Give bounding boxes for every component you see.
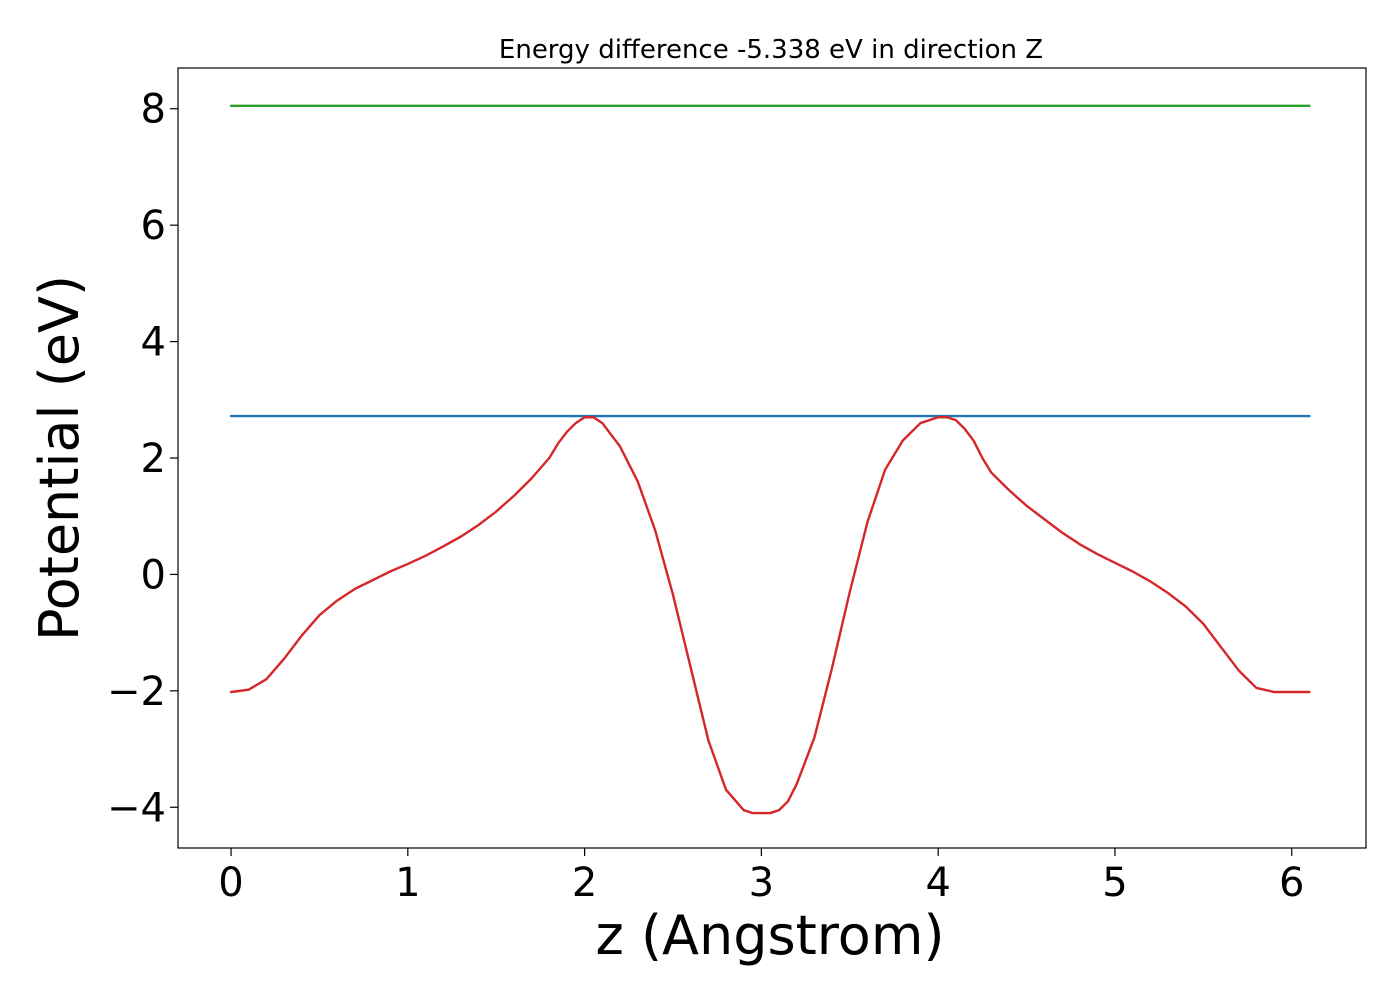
x-tick-label: 4 — [925, 860, 950, 906]
y-tick-label: −4 — [107, 785, 166, 831]
y-tick-label: 0 — [141, 552, 166, 598]
plot-area — [178, 68, 1366, 848]
chart-title: Energy difference -5.338 eV in direction… — [499, 35, 1043, 65]
y-tick-label: 2 — [141, 436, 166, 482]
y-tick-label: 8 — [141, 87, 166, 133]
x-tick-label: 2 — [572, 860, 597, 906]
x-tick-label: 6 — [1279, 860, 1304, 906]
x-tick-label: 3 — [749, 860, 774, 906]
x-tick-label: 5 — [1102, 860, 1127, 906]
x-tick-label: 1 — [395, 860, 420, 906]
y-tick-label: 4 — [141, 320, 166, 366]
y-axis-label: Potential (eV) — [28, 275, 91, 641]
x-axis-label: z (Angstrom) — [595, 904, 944, 967]
y-tick-label: −2 — [107, 669, 166, 715]
x-tick-label: 0 — [218, 860, 243, 906]
y-tick-label: 6 — [141, 203, 166, 249]
